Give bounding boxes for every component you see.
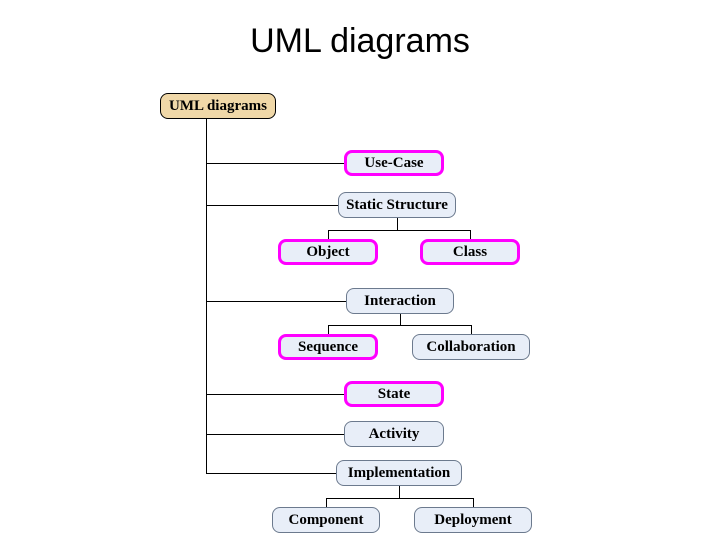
node-staticstruct: Static Structure: [338, 192, 456, 218]
connector-line: [206, 394, 344, 395]
connector-line: [470, 230, 471, 239]
node-usecase: Use-Case: [344, 150, 444, 176]
connector-line: [471, 325, 472, 334]
connector-line: [400, 314, 401, 325]
connector-line: [328, 325, 471, 326]
node-activity: Activity: [344, 421, 444, 447]
node-sequence: Sequence: [278, 334, 378, 360]
page-title: UML diagrams: [0, 22, 720, 61]
connector-line: [328, 325, 329, 334]
node-root: UML diagrams: [160, 93, 276, 119]
connector-line: [328, 230, 329, 239]
node-component: Component: [272, 507, 380, 533]
node-deployment: Deployment: [414, 507, 532, 533]
connector-line: [206, 163, 344, 164]
connector-line: [206, 205, 338, 206]
connector-line: [326, 498, 327, 507]
connector-line: [206, 119, 207, 474]
node-implementation: Implementation: [336, 460, 462, 486]
connector-line: [206, 473, 336, 474]
node-state: State: [344, 381, 444, 407]
connector-line: [206, 301, 346, 302]
node-class: Class: [420, 239, 520, 265]
connector-line: [399, 486, 400, 498]
node-object: Object: [278, 239, 378, 265]
connector-line: [326, 498, 473, 499]
connector-line: [473, 498, 474, 507]
connector-line: [328, 230, 470, 231]
node-collaboration: Collaboration: [412, 334, 530, 360]
node-interaction: Interaction: [346, 288, 454, 314]
connector-line: [397, 218, 398, 230]
connector-line: [206, 434, 344, 435]
